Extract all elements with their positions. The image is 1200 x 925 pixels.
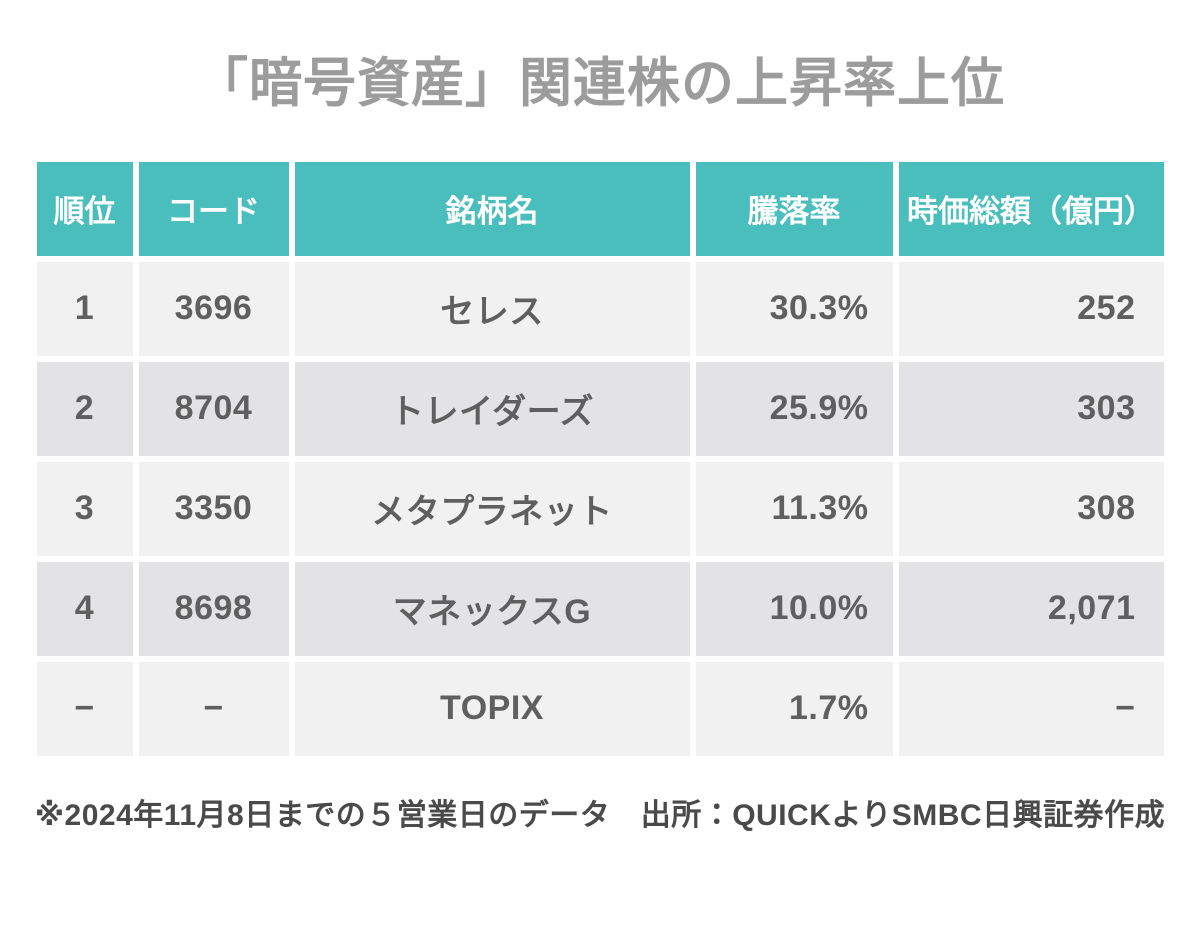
column-header-code: コード — [138, 161, 289, 256]
cell-name: セレス — [294, 261, 690, 356]
stock-table: 順位 コード 銘柄名 騰落率 時価総額（億円） 1 3696 セレス 30.3%… — [31, 156, 1170, 762]
cell-rank: 4 — [36, 561, 133, 656]
page-title: 「暗号資産」関連株の上昇率上位 — [195, 54, 1005, 113]
table-row: 1 3696 セレス 30.3% 252 — [36, 261, 1164, 356]
cell-rank: 1 — [36, 261, 133, 356]
cell-code: 8698 — [138, 561, 289, 656]
crypto-stocks-infographic: 「暗号資産」関連株の上昇率上位 順位 コード 銘柄名 騰落率 時価総額（億円） … — [0, 52, 1200, 834]
cell-market-cap: 303 — [898, 361, 1164, 456]
cell-code: 8704 — [138, 361, 289, 456]
cell-rank: 3 — [36, 461, 133, 556]
cell-rank: − — [36, 661, 133, 756]
cell-change: 11.3% — [695, 461, 893, 556]
cell-change: 10.0% — [695, 561, 893, 656]
cell-code: 3696 — [138, 261, 289, 356]
column-header-market-cap: 時価総額（億円） — [898, 161, 1164, 256]
column-header-name: 銘柄名 — [294, 161, 690, 256]
cell-market-cap: 252 — [898, 261, 1164, 356]
cell-change: 1.7% — [695, 661, 893, 756]
cell-market-cap: 308 — [898, 461, 1164, 556]
table-row: − − TOPIX 1.7% − — [36, 661, 1164, 756]
header-row: 順位 コード 銘柄名 騰落率 時価総額（億円） — [36, 161, 1164, 256]
cell-change: 30.3% — [695, 261, 893, 356]
cell-code: − — [138, 661, 289, 756]
column-header-rank: 順位 — [36, 161, 133, 256]
table-row: 3 3350 メタプラネット 11.3% 308 — [36, 461, 1164, 556]
column-header-change: 騰落率 — [695, 161, 893, 256]
cell-name: マネックスG — [294, 561, 690, 656]
cell-name: メタプラネット — [294, 461, 690, 556]
cell-code: 3350 — [138, 461, 289, 556]
cell-market-cap: 2,071 — [898, 561, 1164, 656]
cell-change: 25.9% — [695, 361, 893, 456]
footnote: ※2024年11月8日までの５営業日のデータ 出所：QUICKよりSMBC日興証… — [34, 798, 1166, 832]
cell-name: トレイダーズ — [294, 361, 690, 456]
cell-name: TOPIX — [294, 661, 690, 756]
table-row: 4 8698 マネックスG 10.0% 2,071 — [36, 561, 1164, 656]
cell-market-cap: − — [898, 661, 1164, 756]
table-row: 2 8704 トレイダーズ 25.9% 303 — [36, 361, 1164, 456]
cell-rank: 2 — [36, 361, 133, 456]
